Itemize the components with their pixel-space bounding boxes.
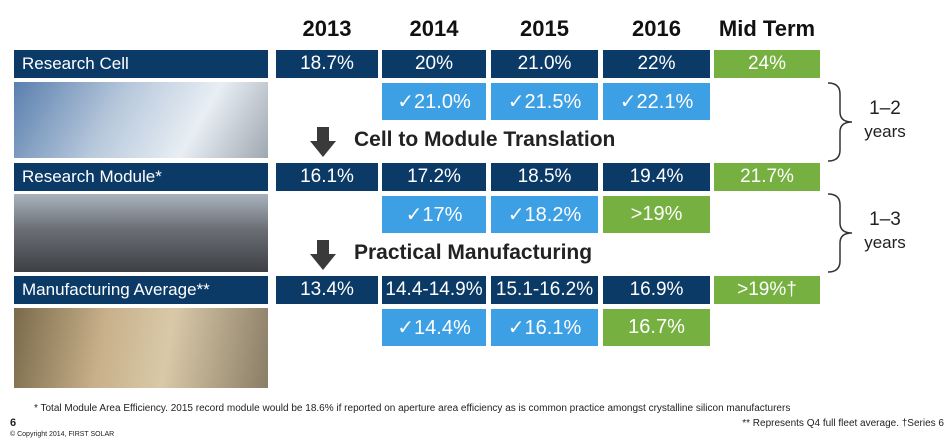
value-cell: >19%† xyxy=(714,276,820,304)
bracket-range: 1–3 xyxy=(860,209,910,231)
value-cell: 21.7% xyxy=(714,163,820,191)
check-cell: ✓22.1% xyxy=(603,83,710,120)
bracket-icon xyxy=(826,82,856,162)
value-cell: 16.9% xyxy=(603,276,710,304)
step-label: Cell to Module Translation xyxy=(354,128,615,152)
footnote: ** Represents Q4 full fleet average. †Se… xyxy=(742,418,944,429)
copyright: © Copyright 2014, FIRST SOLAR xyxy=(10,431,114,438)
value-cell: 16.1% xyxy=(276,163,378,191)
check-cell: ✓21.5% xyxy=(491,83,598,120)
bracket-icon xyxy=(826,193,856,273)
row-label: Research Cell xyxy=(14,50,268,78)
column-header: 2015 xyxy=(491,16,598,42)
value-cell: 19.4% xyxy=(603,163,710,191)
value-cell: 17.2% xyxy=(382,163,486,191)
footnote: * Total Module Area Efficiency. 2015 rec… xyxy=(34,403,790,414)
step-label: Practical Manufacturing xyxy=(354,241,592,265)
value-cell: 13.4% xyxy=(276,276,378,304)
column-header: 2016 xyxy=(603,16,710,42)
column-header: 2013 xyxy=(276,16,378,42)
bracket-range: 1–2 xyxy=(860,98,910,120)
bracket xyxy=(826,82,856,162)
row-label: Manufacturing Average** xyxy=(14,276,268,304)
arrow-icon xyxy=(310,240,336,270)
check-cell: ✓14.4% xyxy=(382,309,486,346)
bracket xyxy=(826,193,856,273)
value-cell: 14.4-14.9% xyxy=(382,276,486,304)
check-cell: ✓18.2% xyxy=(491,196,598,233)
down-arrow xyxy=(310,127,336,157)
check-cell: 16.7% xyxy=(603,309,710,346)
column-header: 2014 xyxy=(382,16,486,42)
value-cell: 22% xyxy=(603,50,710,78)
check-cell: ✓16.1% xyxy=(491,309,598,346)
row-label: Research Module* xyxy=(14,163,268,191)
photo-factory xyxy=(14,308,268,388)
check-cell: ✓21.0% xyxy=(382,83,486,120)
slide: 2013201420152016Mid Term Research Cell 18.… xyxy=(0,0,944,441)
value-cell: 15.1-16.2% xyxy=(491,276,598,304)
value-cell: 24% xyxy=(714,50,820,78)
arrow-icon xyxy=(310,127,336,157)
down-arrow xyxy=(310,240,336,270)
value-cell: 18.7% xyxy=(276,50,378,78)
value-cell: 20% xyxy=(382,50,486,78)
photo-cell xyxy=(14,82,268,158)
check-cell: ✓17% xyxy=(382,196,486,233)
page-number: 6 xyxy=(10,417,16,429)
bracket-label: years xyxy=(860,233,910,253)
photo-team xyxy=(14,194,268,272)
column-header: Mid Term xyxy=(714,16,820,42)
value-cell: 21.0% xyxy=(491,50,598,78)
value-cell: 18.5% xyxy=(491,163,598,191)
bracket-label: years xyxy=(860,122,910,142)
check-cell: >19% xyxy=(603,196,710,233)
